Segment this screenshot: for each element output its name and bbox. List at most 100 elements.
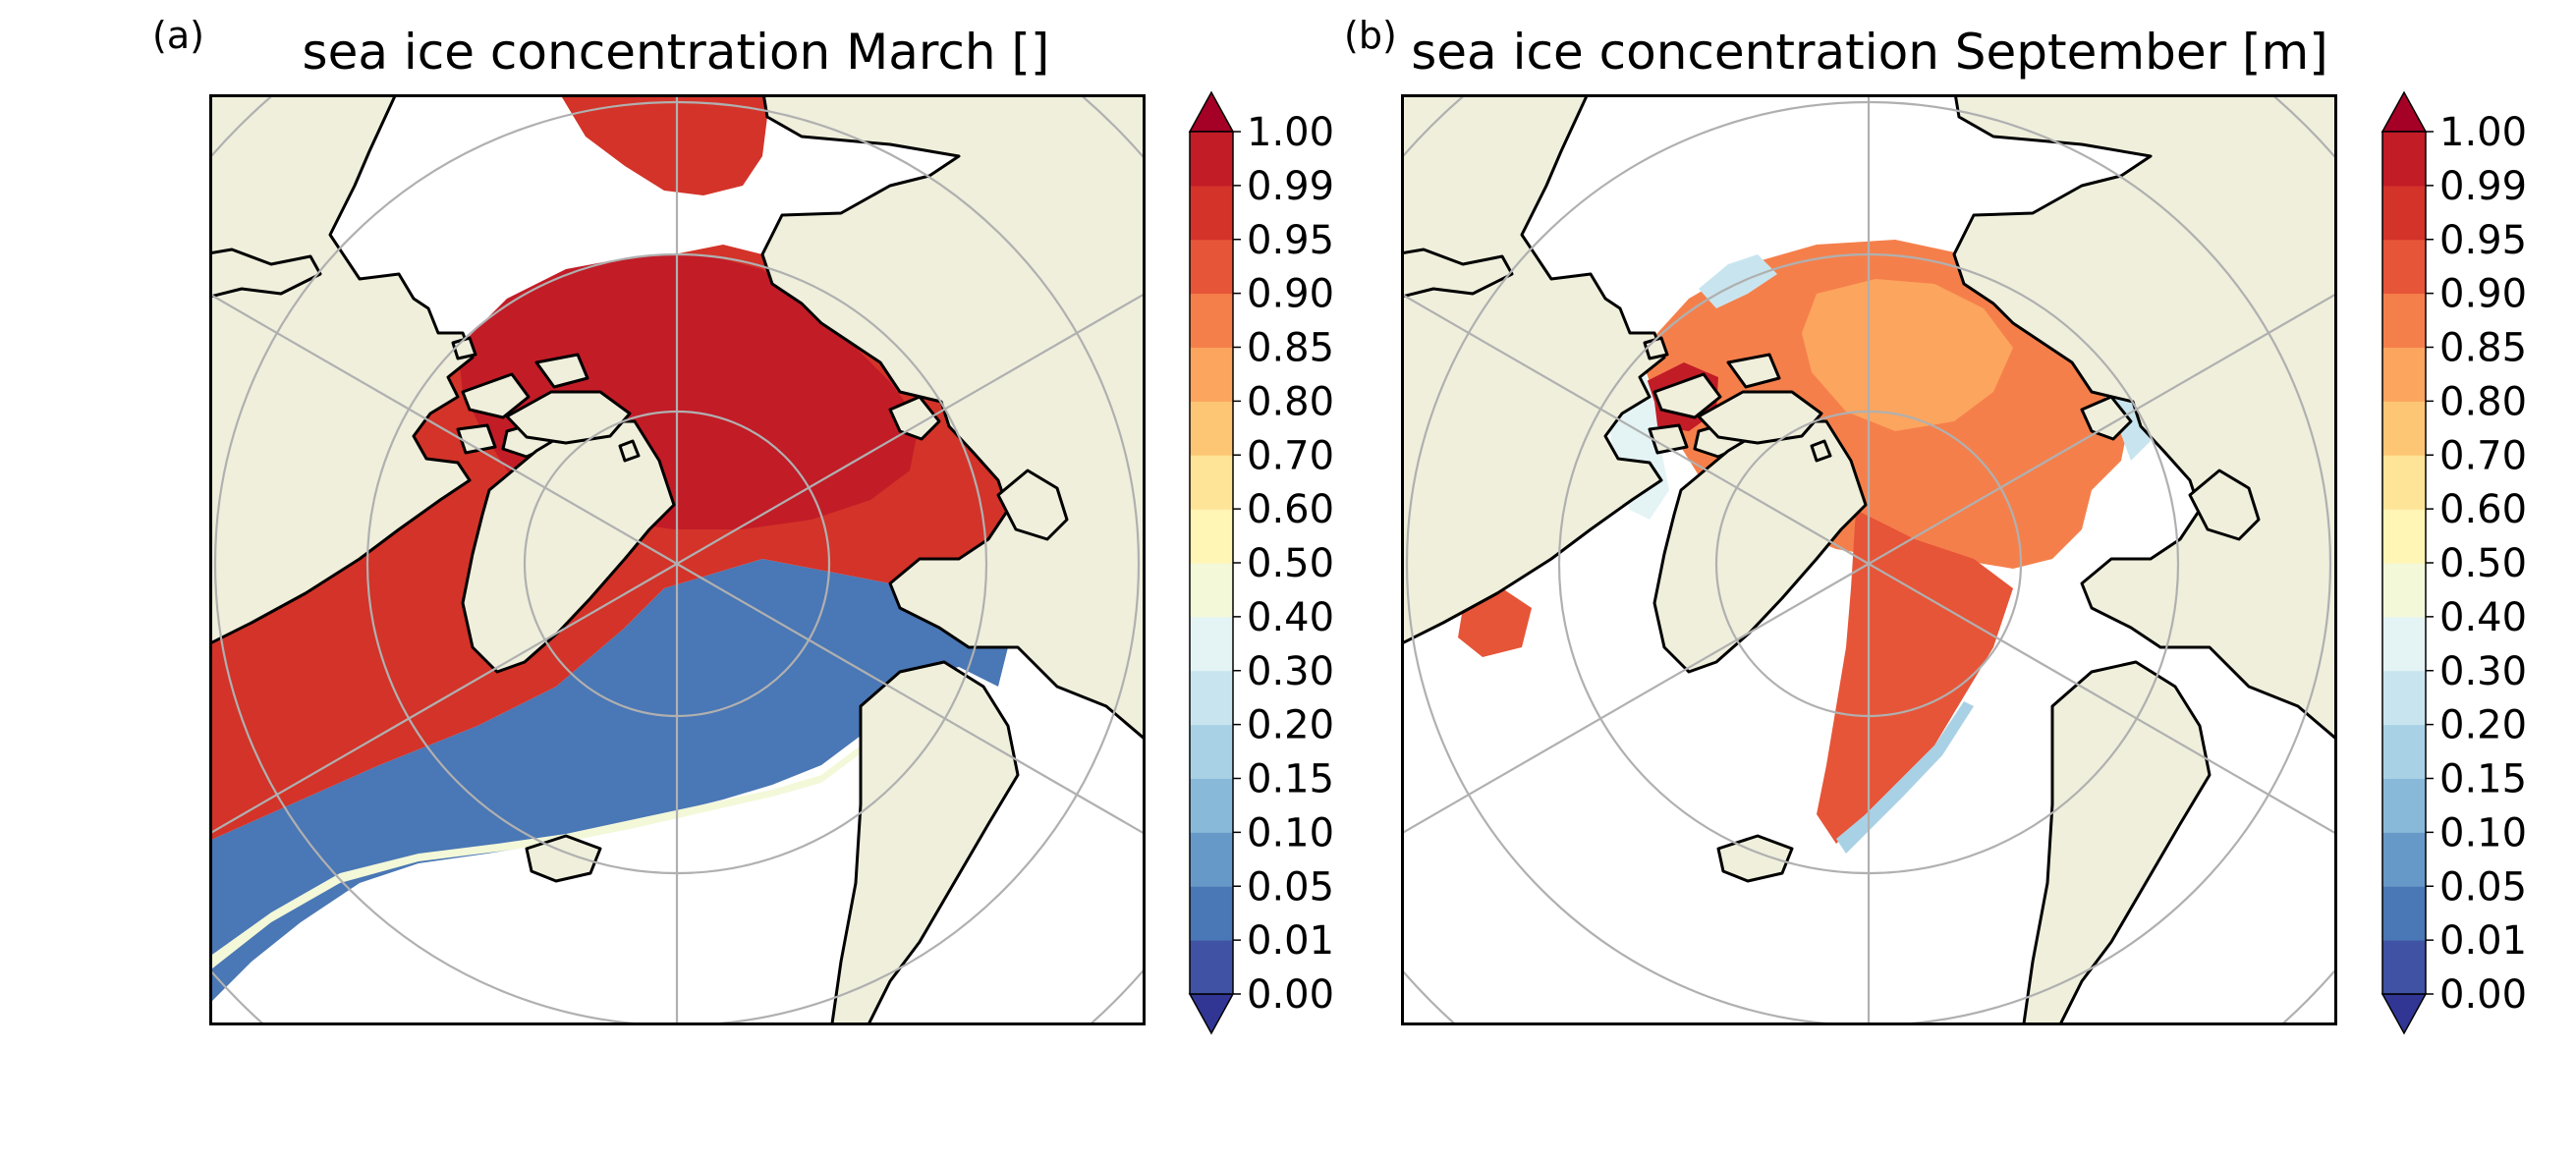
colorbar-march-swatch <box>1190 886 1233 941</box>
colorbar-september-under-arrow <box>2380 993 2428 1035</box>
colorbar-march-tick-label: 0.15 <box>1247 757 1334 802</box>
panel-a-label: (a) <box>152 14 204 57</box>
colorbar-september-swatch <box>2382 455 2426 510</box>
colorbar-march-swatch <box>1190 670 1233 726</box>
colorbar-march-swatch <box>1190 401 1233 456</box>
colorbar-september-tick-label: 0.80 <box>2439 379 2527 424</box>
map-panel-march <box>209 94 1146 1025</box>
colorbar-march-tick-label: 0.05 <box>1247 864 1334 910</box>
colorbar-march-tick-label: 0.70 <box>1247 433 1334 478</box>
september-map-landmass <box>1716 834 1794 883</box>
map-panel-september <box>1401 94 2337 1025</box>
colorbar-september-swatch <box>2382 940 2426 995</box>
colorbar-march-tick-label: 1.00 <box>1247 110 1334 155</box>
colorbar-september-tick-label: 0.85 <box>2439 326 2527 371</box>
colorbar-march-tick-label: 0.50 <box>1247 541 1334 586</box>
colorbar-march-tick-label: 0.01 <box>1247 918 1334 964</box>
march-map-meridian-line <box>676 563 1143 834</box>
march-map-landmass <box>505 390 632 445</box>
colorbar-september-tick-label: 0.99 <box>2439 164 2527 209</box>
colorbar-march-swatch <box>1190 132 1233 187</box>
march-map-landmass <box>212 248 322 299</box>
colorbar-september-tick-label: 0.30 <box>2439 649 2527 694</box>
september-map-meridian-line <box>1404 294 1870 565</box>
colorbar-march-tick-label: 0.95 <box>1247 218 1334 263</box>
colorbar-september-swatch <box>2382 832 2426 887</box>
sea-ice-map-march <box>212 97 1143 1022</box>
september-map-ice-patch <box>1699 254 1777 308</box>
september-map-landmass <box>1810 439 1832 463</box>
colorbar-september-tick-label: 0.60 <box>2439 487 2527 532</box>
september-map-landmass <box>2080 395 2133 441</box>
september-map-landmass <box>1652 372 1722 419</box>
colorbar-september-swatch <box>2382 778 2426 833</box>
colorbar-september-tick-label: 0.90 <box>2439 272 2527 317</box>
march-map-landmass <box>618 439 641 463</box>
colorbar-september-tick-label: 0.10 <box>2439 810 2527 856</box>
march-map-landmass <box>888 395 941 441</box>
colorbar-september-tick-label: 1.00 <box>2439 110 2527 155</box>
colorbar-september-tick-label: 0.05 <box>2439 864 2527 910</box>
colorbar-march-over-arrow <box>1188 90 1235 133</box>
colorbar-march-tick-label: 0.40 <box>1247 595 1334 640</box>
panel-a-title: sea ice concentration March [] <box>302 24 1050 81</box>
september-map-meridian-line <box>1868 563 2334 834</box>
september-map-ice-patch <box>1836 701 1974 854</box>
colorbar-september-swatch <box>2382 724 2426 779</box>
colorbar-march-under-arrow <box>1188 993 1235 1035</box>
colorbar-september-swatch <box>2382 347 2426 402</box>
march-map-ice-patch <box>562 97 767 195</box>
colorbar-september-swatch <box>2382 293 2426 348</box>
colorbar-march-swatch <box>1190 347 1233 402</box>
september-map-landmass <box>1726 353 1781 389</box>
colorbar-march-swatch <box>1190 616 1233 672</box>
colorbar-march-swatch <box>1190 509 1233 564</box>
colorbar-march-swatch <box>1190 455 1233 510</box>
colorbar-march-swatch <box>1190 832 1233 887</box>
colorbar-march-tick-label: 0.10 <box>1247 810 1334 856</box>
march-map-landmass <box>830 660 1020 1022</box>
colorbar-march-swatch <box>1190 563 1233 618</box>
colorbar-march-tick-label: 0.99 <box>1247 164 1334 209</box>
sea-ice-map-september <box>1404 97 2334 1022</box>
march-map-landmass <box>456 423 497 455</box>
colorbar-march-swatch <box>1190 940 1233 995</box>
colorbar-march-svg: 0.00 0.01 0.05 0.10 0.15 0.20 0.30 0.40 0.50 0.60… <box>1188 90 1334 1035</box>
panel-b-title: sea ice concentration September [m] <box>1411 24 2328 81</box>
colorbar-september-swatch <box>2382 185 2426 241</box>
september-map-ice-patch <box>1817 510 2013 844</box>
colorbar-march-tick-label: 0.20 <box>1247 703 1334 748</box>
colorbar-september-swatch <box>2382 132 2426 187</box>
colorbar-march-swatch <box>1190 724 1233 779</box>
colorbar-september-tick-label: 0.01 <box>2439 918 2527 964</box>
march-map-meridian-line <box>676 294 1143 565</box>
colorbar-march-tick-label: 0.30 <box>1247 649 1334 694</box>
march-map-ice-patch <box>212 559 1008 1001</box>
september-map-meridian-line <box>1404 563 1870 834</box>
colorbar-september-tick-label: 0.40 <box>2439 595 2527 640</box>
colorbar-september-swatch <box>2382 563 2426 618</box>
colorbar-september-swatch <box>2382 616 2426 672</box>
colorbar-september-tick-label: 0.20 <box>2439 703 2527 748</box>
colorbar-march: 0.00 0.01 0.05 0.10 0.15 0.20 0.30 0.40 0.50 0.60… <box>1179 90 1375 1035</box>
colorbar-september-tick-label: 0.00 <box>2439 972 2527 1018</box>
colorbar-march-swatch <box>1190 293 1233 348</box>
colorbar-march-tick-label: 0.90 <box>1247 272 1334 317</box>
september-map-landmass <box>2022 660 2212 1022</box>
march-map-landmass <box>996 469 1069 541</box>
colorbar-march-tick-label: 0.85 <box>1247 326 1334 371</box>
colorbar-september-swatch <box>2382 401 2426 456</box>
september-map-ice-patch <box>1802 279 2013 431</box>
colorbar-march-swatch <box>1190 239 1233 295</box>
march-map-landmass <box>461 372 531 419</box>
colorbar-september-tick-label: 0.15 <box>2439 757 2527 802</box>
september-map-landmass <box>1697 390 1823 445</box>
colorbar-march-swatch <box>1190 185 1233 241</box>
colorbar-september-tick-label: 0.95 <box>2439 218 2527 263</box>
march-map-meridian-line <box>212 294 678 565</box>
panel-b-label: (b) <box>1344 14 1397 57</box>
march-map-meridian-line <box>212 563 678 834</box>
colorbar-march-tick-label: 0.00 <box>1247 972 1334 1018</box>
colorbar-september-swatch <box>2382 509 2426 564</box>
